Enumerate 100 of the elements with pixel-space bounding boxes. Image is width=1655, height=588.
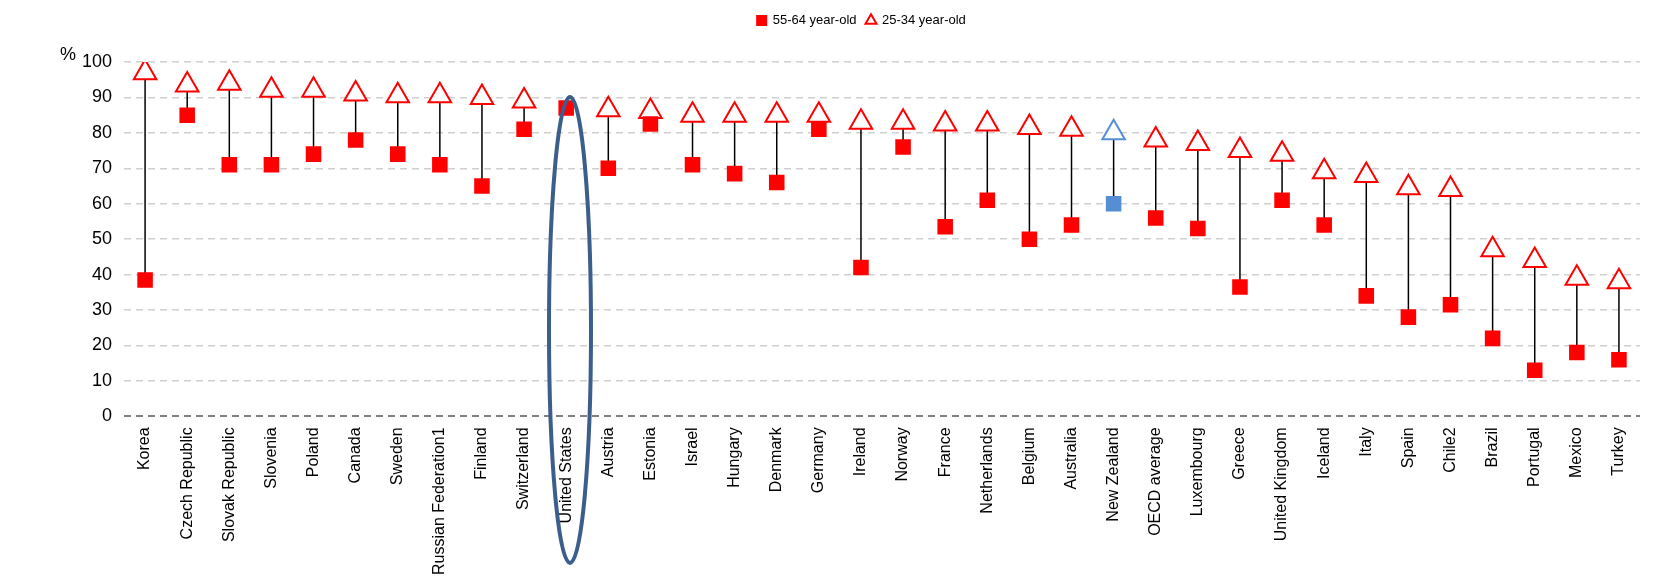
point: [137, 272, 153, 288]
y-tick-label: 70: [92, 157, 113, 178]
x-tick-label: Belgium: [1019, 427, 1037, 486]
y-tick-label: 0: [102, 405, 113, 426]
x-tick-label: Korea: [135, 427, 153, 471]
point: [726, 165, 743, 182]
point: [1358, 288, 1375, 304]
y-tick-label: 60: [92, 192, 113, 213]
point: [259, 76, 284, 98]
point: [511, 86, 537, 109]
x-tick-label: Iceland: [1314, 427, 1332, 479]
y-tick-label: 80: [92, 121, 113, 142]
point: [1396, 173, 1421, 196]
y-tick-label: 20: [92, 334, 113, 355]
point: [1059, 115, 1084, 137]
x-tick-label: Denmark: [767, 426, 785, 493]
x-tick-label: Canada: [346, 427, 364, 484]
point: [1063, 217, 1080, 233]
legend-label: 25-34 year-old: [882, 12, 966, 28]
point: [263, 156, 280, 173]
legend-label: 55-64 year-old: [772, 12, 857, 28]
point: [1190, 220, 1206, 237]
x-tick-label: Netherlands: [977, 427, 995, 514]
point: [722, 101, 747, 123]
x-tick-label: Finland: [472, 427, 490, 480]
y-tick-label: 90: [92, 86, 113, 107]
point: [890, 108, 916, 130]
x-tick-label: Poland: [303, 427, 321, 478]
x-tick-label: Italy: [1356, 427, 1374, 457]
point: [1143, 125, 1168, 148]
x-tick-label: Turkey: [1609, 427, 1627, 476]
point: [1569, 344, 1585, 361]
x-tick-label: Mexico: [1567, 427, 1585, 479]
point: [474, 178, 490, 194]
y-axis-title: %: [60, 44, 77, 65]
point: [1526, 362, 1543, 379]
x-tick-label: Germany: [809, 427, 827, 494]
point: [432, 156, 448, 173]
point: [1269, 140, 1295, 162]
point: [1021, 231, 1038, 247]
x-tick-label: Czech Republic: [177, 427, 195, 540]
point: [932, 110, 958, 132]
x-tick-label: OECD average: [1146, 427, 1164, 536]
point: [174, 71, 200, 93]
x-tick-label: France: [935, 427, 953, 478]
point: [1484, 330, 1501, 347]
point: [1227, 136, 1253, 159]
y-tick-label: 50: [92, 228, 113, 249]
point: [1147, 210, 1164, 226]
point: [1185, 129, 1211, 151]
point: [1354, 161, 1379, 183]
point: [596, 95, 621, 118]
point: [937, 219, 953, 235]
y-tick-label: 40: [92, 263, 113, 284]
x-tick-label: Slovak Republic: [219, 427, 237, 543]
y-tick-label: 10: [92, 369, 113, 390]
point: [469, 83, 495, 105]
point: [1105, 195, 1122, 212]
point: [1311, 157, 1337, 180]
x-tick-label: Hungary: [725, 427, 743, 488]
point: [1274, 192, 1290, 208]
x-tick-label: New Zealand: [1104, 427, 1122, 522]
point: [1316, 217, 1332, 233]
x-tick-label: Greece: [1230, 427, 1248, 480]
x-tick-label: Portugal: [1525, 427, 1543, 487]
point: [343, 79, 368, 102]
point: [221, 156, 238, 173]
x-tick-label: Luxembourg: [1188, 427, 1206, 517]
x-tick-label: Chile2: [1440, 427, 1458, 473]
x-tick-label: Australia: [1061, 427, 1079, 490]
point: [853, 259, 869, 276]
x-tick-label: Russian Federation1: [430, 427, 448, 575]
y-tick-label: 30: [92, 299, 113, 320]
x-tick-label: Israel: [682, 427, 700, 467]
x-tick-label: Estonia: [640, 427, 658, 481]
x-tick-label: Ireland: [851, 427, 869, 477]
point: [806, 101, 832, 123]
x-tick-label: Austria: [598, 427, 616, 478]
point: [385, 81, 411, 104]
point: [427, 81, 453, 104]
y-tick-label: 100: [81, 50, 113, 71]
point: [764, 101, 789, 123]
point: [848, 108, 874, 130]
point: [301, 76, 326, 98]
x-tick-label: United Kingdom: [1272, 427, 1290, 542]
x-tick-label: United States: [556, 427, 574, 524]
point: [1232, 279, 1248, 295]
point: [1400, 309, 1417, 325]
x-tick-label: Norway: [893, 427, 911, 482]
x-tick-label: Slovenia: [261, 427, 279, 489]
point: [217, 69, 242, 91]
point: [979, 192, 996, 208]
point: [1611, 351, 1627, 368]
point: [975, 110, 1000, 132]
x-tick-label: Switzerland: [514, 427, 532, 511]
point: [1442, 296, 1459, 313]
point: [768, 174, 785, 191]
point: [680, 101, 705, 123]
x-tick-label: Spain: [1398, 427, 1416, 469]
x-tick-label: Brazil: [1483, 427, 1501, 468]
